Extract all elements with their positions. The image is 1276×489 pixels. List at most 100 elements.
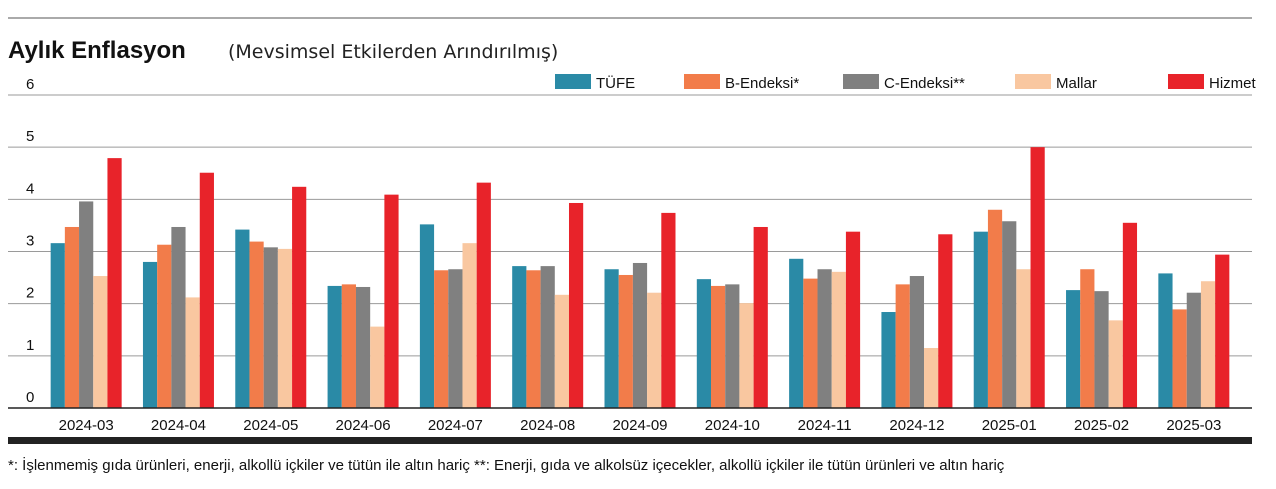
- bar-c-endeksi-: [1186, 292, 1201, 408]
- bar-mallar: [277, 248, 293, 408]
- bar-b-endeksi-: [987, 209, 1003, 408]
- y-tick-label: 3: [26, 233, 34, 250]
- bar-t-fe: [235, 229, 250, 408]
- x-tick-label: 2024-05: [243, 417, 298, 434]
- y-tick-label: 1: [26, 337, 34, 354]
- bar-mallar: [831, 271, 846, 408]
- bar-mallar: [647, 292, 662, 408]
- bar-mallar: [1016, 269, 1031, 408]
- y-axis-ticks: 0 1 2 3 4 5 6: [26, 76, 34, 406]
- bar-b-endeksi-: [1080, 269, 1095, 408]
- legend-swatch: [1015, 74, 1051, 89]
- bar-c-endeksi-: [1002, 221, 1017, 408]
- bar-b-endeksi-: [711, 285, 726, 408]
- legend-label: Mallar: [1056, 75, 1097, 92]
- bar-c-endeksi-: [263, 247, 278, 408]
- bar-b-endeksi-: [434, 270, 449, 408]
- bar-hizmet: [1030, 147, 1045, 408]
- y-tick-label: 2: [26, 285, 34, 302]
- chart-subtitle: (Mevsimsel Etkilerden Arındırılmış): [228, 41, 558, 63]
- bar-t-fe: [973, 231, 988, 408]
- bar-hizmet: [1215, 254, 1230, 408]
- bar-b-endeksi-: [895, 284, 910, 408]
- bar-b-endeksi-: [64, 226, 80, 408]
- bar-mallar: [1200, 281, 1216, 408]
- bar-t-fe: [50, 243, 65, 408]
- bar-mallar: [739, 303, 754, 408]
- bar-b-endeksi-: [249, 241, 264, 408]
- bar-mallar: [185, 297, 200, 408]
- y-tick-label: 4: [26, 180, 34, 197]
- bar-hizmet: [661, 212, 676, 408]
- bar-b-endeksi-: [526, 270, 541, 408]
- bar-c-endeksi-: [540, 266, 555, 408]
- bottom-rule: [8, 437, 1252, 444]
- x-tick-label: 2025-01: [982, 417, 1037, 434]
- bar-hizmet: [107, 158, 122, 408]
- x-tick-label: 2025-02: [1074, 417, 1129, 434]
- legend-swatch: [843, 74, 879, 89]
- bar-hizmet: [476, 182, 491, 408]
- bar-t-fe: [512, 266, 527, 408]
- legend-label: B-Endeksi*: [725, 75, 799, 92]
- chart-title: Aylık Enflasyon: [8, 37, 186, 64]
- bar-t-fe: [604, 269, 619, 408]
- bar-b-endeksi-: [157, 244, 172, 408]
- footnote: *: İşlenmemiş gıda ürünleri, enerji, alk…: [8, 456, 1005, 474]
- legend-swatch: [555, 74, 591, 89]
- bar-b-endeksi-: [803, 278, 818, 408]
- x-tick-label: 2024-10: [705, 417, 760, 434]
- legend-label: Hizmet: [1209, 75, 1257, 92]
- bar-t-fe: [1066, 290, 1081, 408]
- x-axis-ticks: 2024-03 2024-04 2024-05 2024-06 2024-07 2024-…: [59, 417, 1222, 434]
- bar-hizmet: [753, 226, 768, 408]
- bar-c-endeksi-: [909, 276, 925, 408]
- bar-t-fe: [789, 258, 804, 408]
- bar-c-endeksi-: [632, 262, 648, 408]
- bar-b-endeksi-: [1172, 309, 1187, 408]
- x-tick-label: 2024-04: [151, 417, 206, 434]
- y-tick-label: 5: [26, 128, 34, 145]
- x-tick-label: 2024-12: [889, 417, 944, 434]
- bar-t-fe: [696, 279, 712, 408]
- bar-mallar: [370, 326, 385, 408]
- bar-t-fe: [327, 285, 342, 408]
- bar-hizmet: [938, 234, 953, 408]
- bar-hizmet: [292, 186, 307, 408]
- x-tick-label: 2025-03: [1166, 417, 1221, 434]
- bar-c-endeksi-: [725, 284, 740, 408]
- bar-c-endeksi-: [79, 201, 94, 408]
- x-tick-label: 2024-07: [428, 417, 483, 434]
- bar-mallar: [554, 294, 569, 408]
- legend: TÜFE B-Endeksi* C-Endeksi** Mallar Hizmet: [555, 74, 1257, 92]
- bar-t-fe: [1158, 273, 1173, 408]
- bar-hizmet: [1122, 222, 1138, 408]
- bar-mallar: [93, 276, 108, 408]
- y-tick-label: 0: [26, 389, 34, 406]
- bar-hizmet: [199, 172, 214, 408]
- bars: [50, 147, 1230, 408]
- x-tick-label: 2024-11: [798, 417, 852, 434]
- bar-c-endeksi-: [448, 269, 463, 408]
- y-tick-label: 6: [26, 76, 34, 93]
- bar-hizmet: [845, 231, 861, 408]
- bar-t-fe: [881, 312, 896, 408]
- legend-label: C-Endeksi**: [884, 75, 965, 92]
- x-tick-label: 2024-09: [612, 417, 667, 434]
- bar-c-endeksi-: [355, 286, 371, 408]
- x-tick-label: 2024-08: [520, 417, 575, 434]
- bar-hizmet: [568, 202, 584, 408]
- bar-c-endeksi-: [1094, 291, 1109, 408]
- bar-hizmet: [384, 194, 399, 408]
- legend-swatch: [684, 74, 720, 89]
- bar-b-endeksi-: [618, 274, 633, 408]
- bar-mallar: [924, 348, 939, 408]
- x-tick-label: 2024-06: [336, 417, 391, 434]
- legend-swatch: [1168, 74, 1204, 89]
- x-tick-label: 2024-03: [59, 417, 114, 434]
- bar-t-fe: [142, 261, 158, 408]
- bar-mallar: [1108, 320, 1123, 408]
- legend-label: TÜFE: [596, 74, 635, 92]
- bar-c-endeksi-: [171, 226, 186, 408]
